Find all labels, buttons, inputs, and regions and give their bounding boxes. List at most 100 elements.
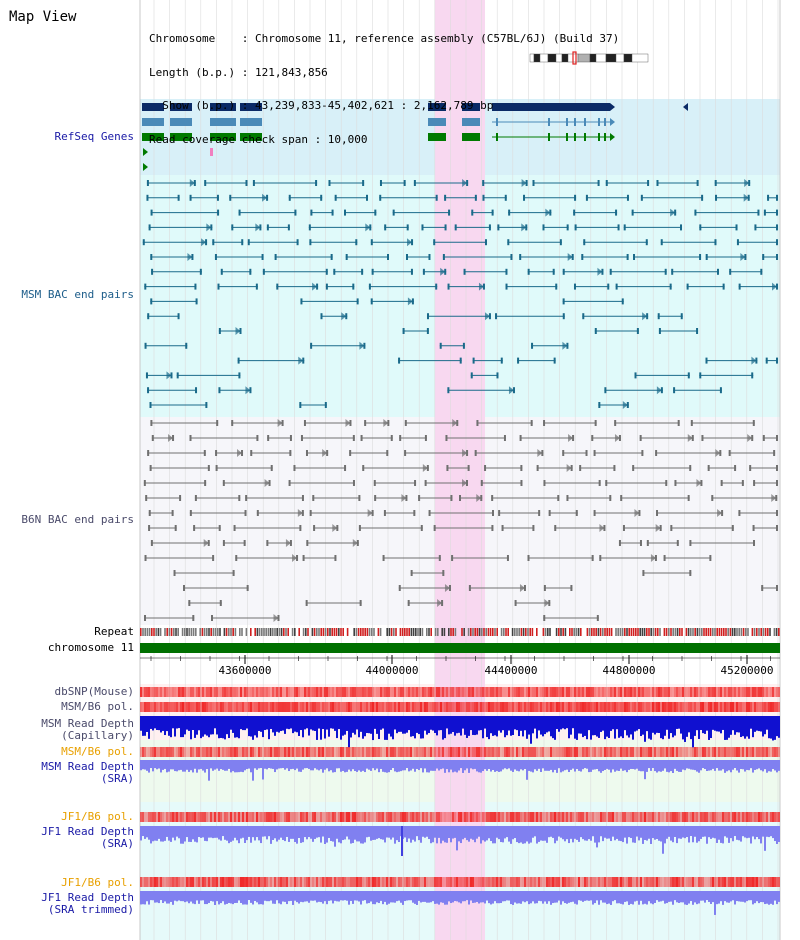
msm-b6-pol-strip xyxy=(368,747,370,757)
msm-depth-cap-bar xyxy=(732,716,734,731)
msm-depth-sra-bar xyxy=(670,760,672,772)
msm-depth-sra-bar xyxy=(288,760,290,772)
msm-depth-sra-bar xyxy=(232,760,234,772)
msm-depth-sra-bar xyxy=(528,760,530,771)
msm-depth-cap-bar xyxy=(358,716,360,738)
track-label-b6n-bac[interactable]: B6N BAC end pairs xyxy=(21,513,134,526)
dbsnp-strip xyxy=(770,687,772,697)
jf1-depth-bar xyxy=(738,826,740,841)
msm-b6-pol-strip xyxy=(434,702,436,712)
dbsnp-strip xyxy=(692,687,694,697)
msm-depth-cap-bar xyxy=(728,716,730,738)
jf1-trim-bar xyxy=(496,891,498,904)
jf1-depth-bar xyxy=(752,826,754,837)
jf1-b6-pol-strip xyxy=(334,812,336,822)
msm-b6-pol-strip xyxy=(226,702,228,712)
msm-b6-pol-strip xyxy=(274,747,276,757)
msm-bac-pair-end xyxy=(144,342,147,349)
msm-depth-sra-bar xyxy=(330,760,332,771)
dbsnp-strip xyxy=(772,687,774,697)
msm-depth-cap-bar xyxy=(150,716,152,729)
dbsnp-strip xyxy=(154,687,156,697)
track-label-msm-bac[interactable]: MSM BAC end pairs xyxy=(21,288,134,301)
jf1-b6-pol-strip xyxy=(226,877,228,887)
dbsnp-strip xyxy=(572,687,574,697)
refseq-gene xyxy=(210,118,236,126)
jf1-trim-bar xyxy=(682,891,684,903)
dbsnp-strip xyxy=(652,687,654,697)
jf1-b6-pol-strip xyxy=(450,877,452,887)
msm-depth-sra-bar xyxy=(144,760,146,770)
msm-depth-sra-bar xyxy=(716,760,718,769)
msm-depth-sra-bar xyxy=(762,760,764,772)
b6n-bac-pair-end xyxy=(244,510,247,516)
jf1-depth-bar xyxy=(608,826,610,839)
msm-b6-pol-strip xyxy=(738,747,740,757)
repeat-mark xyxy=(474,628,476,636)
repeat-mark xyxy=(346,628,349,636)
dbsnp-strip xyxy=(774,687,776,697)
msm-bac-pair-end xyxy=(623,224,626,231)
dbsnp-strip xyxy=(414,687,416,697)
repeat-mark xyxy=(461,628,463,636)
msm-b6-pol-strip xyxy=(734,702,736,712)
msm-depth-sra-bar xyxy=(216,760,218,769)
jf1-depth-bar xyxy=(202,826,204,838)
msm-b6-pol-strip xyxy=(570,702,572,712)
jf1-trim-bar xyxy=(168,891,170,904)
repeat-mark xyxy=(742,628,745,636)
repeat-mark xyxy=(707,628,710,636)
jf1-trim-bar xyxy=(206,891,208,905)
msm-bac-pair-end xyxy=(261,254,264,260)
jf1-b6-pol-strip xyxy=(336,877,338,887)
b6n-bac-pair-end xyxy=(300,435,303,441)
msm-b6-pol-strip xyxy=(402,702,404,712)
track-label-refseq[interactable]: RefSeq Genes xyxy=(54,130,134,143)
jf1-b6-pol-strip xyxy=(154,812,156,822)
msm-depth-cap-bar xyxy=(594,716,596,736)
refseq-gene xyxy=(210,103,236,111)
msm-depth-cap-bar xyxy=(360,716,362,732)
jf1-b6-pol-strip xyxy=(734,812,736,822)
msm-b6-pol-strip xyxy=(574,702,576,712)
dbsnp-strip xyxy=(762,687,764,697)
jf1-trim-bar xyxy=(238,891,240,901)
jf1-depth-bar xyxy=(336,826,338,839)
b6n-bac-pair-arrow xyxy=(437,599,443,607)
msm-b6-pol-strip xyxy=(148,702,150,712)
msm-b6-pol-strip xyxy=(336,747,338,757)
dbsnp-strip xyxy=(156,687,158,697)
jf1-b6-pol-strip xyxy=(586,812,588,822)
jf1-depth-bar xyxy=(158,826,160,839)
jf1-b6-pol-strip xyxy=(248,812,250,822)
dbsnp-strip xyxy=(558,687,560,697)
msm-depth-sra-bar xyxy=(712,760,714,769)
msm-bac-pair-end xyxy=(238,372,241,379)
dbsnp-strip xyxy=(342,687,344,697)
msm-depth-cap-bar xyxy=(688,716,690,733)
msm-b6-pol-strip xyxy=(564,702,566,712)
msm-b6-pol-strip xyxy=(282,747,284,757)
jf1-trim-bar xyxy=(658,891,660,902)
b6n-bac-pair-end xyxy=(359,600,362,606)
msm-bac-pair-arrow xyxy=(567,253,573,261)
jf1-trim-bar xyxy=(468,891,470,905)
msm-b6-pol-strip xyxy=(356,747,358,757)
msm-depth-cap-bar xyxy=(554,716,556,740)
msm-depth-sra-bar xyxy=(256,760,258,770)
jf1-depth-bar xyxy=(654,826,656,840)
msm-b6-pol-strip xyxy=(446,702,448,712)
msm-depth-cap-bar xyxy=(536,716,538,739)
msm-bac-pair-end xyxy=(594,328,597,334)
jf1-b6-pol-strip xyxy=(526,877,528,887)
msm-depth-cap-bar xyxy=(522,716,524,737)
jf1-depth-bar xyxy=(522,826,524,844)
jf1-b6-pol-strip xyxy=(286,812,288,822)
jf1-trim-bar xyxy=(342,891,344,901)
msm-bac-pair-end xyxy=(403,180,406,186)
jf1-trim-bar xyxy=(260,891,262,905)
dbsnp-strip xyxy=(504,687,506,697)
jf1-b6-pol-strip xyxy=(510,812,512,822)
dbsnp-strip xyxy=(358,687,360,697)
jf1-b6-pol-strip xyxy=(516,877,518,887)
